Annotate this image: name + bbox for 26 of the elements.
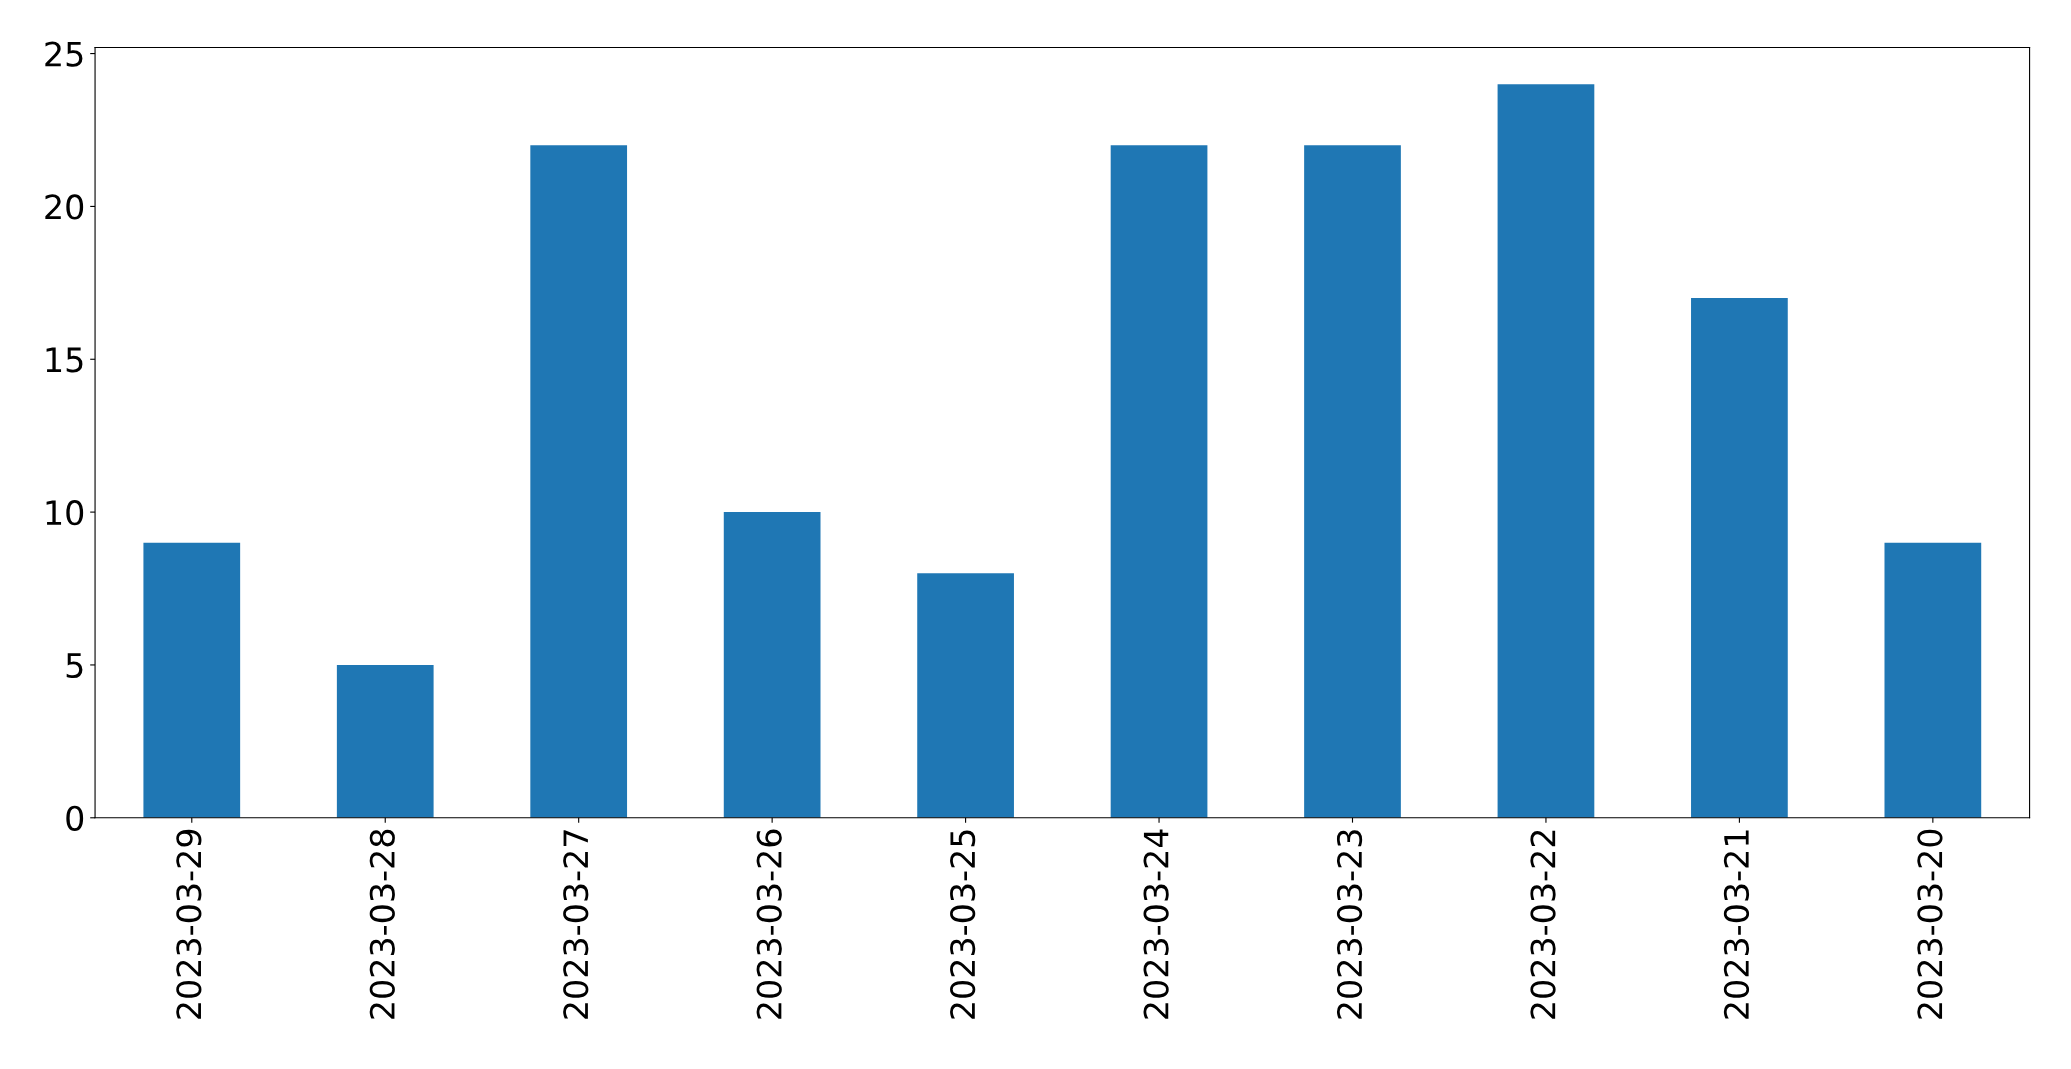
bar <box>1110 145 1208 818</box>
x-tick-label: 2023-03-24 <box>1143 829 1169 1019</box>
y-tick-label: 15 <box>46 347 83 373</box>
bar <box>1691 298 1788 818</box>
x-tick-label: 2023-03-25 <box>950 830 976 1019</box>
y-tick-label: 20 <box>45 194 84 220</box>
x-tick-label: 2023-03-20 <box>1917 829 1943 1019</box>
bar <box>336 664 434 818</box>
bar <box>1304 145 1401 818</box>
bar <box>917 573 1014 818</box>
bar <box>1497 84 1595 818</box>
bar <box>530 145 628 818</box>
x-tick-label: 2023-03-23 <box>1336 830 1363 1019</box>
x-tick-label: 2023-03-29 <box>176 829 202 1019</box>
x-tick-label: 2023-03-26 <box>756 829 782 1019</box>
x-tick-label: 2023-03-21 <box>1723 830 1750 1019</box>
y-tick-label: 25 <box>45 41 83 67</box>
y-tick-label: 10 <box>46 500 84 526</box>
bar <box>143 542 241 818</box>
bar <box>1884 542 1982 818</box>
x-tick-label: 2023-03-22 <box>1530 830 1556 1019</box>
y-tick-label: 5 <box>66 653 83 679</box>
x-tick-label: 2023-03-28 <box>369 829 395 1019</box>
bar <box>723 512 821 818</box>
y-tick-label: 0 <box>66 805 84 831</box>
x-tick-label: 2023-03-27 <box>563 830 589 1019</box>
